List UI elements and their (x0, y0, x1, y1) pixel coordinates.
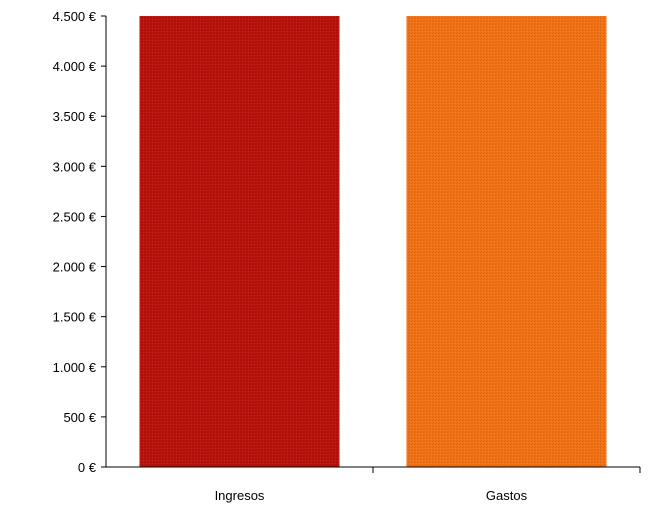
y-tick-label: 2.500 € (53, 209, 97, 224)
y-tick-label: 2.000 € (53, 260, 97, 275)
bar-texture (406, 16, 607, 467)
bar-texture (139, 16, 340, 467)
y-tick-label: 1.000 € (53, 360, 97, 375)
x-tick-label: Ingresos (215, 488, 265, 503)
y-tick-label: 4.500 € (53, 9, 97, 24)
y-tick-label: 500 € (63, 410, 96, 425)
x-tick-label: Gastos (486, 488, 528, 503)
y-tick-label: 1.500 € (53, 310, 97, 325)
y-tick-label: 0 € (78, 460, 97, 475)
y-tick-label: 3.000 € (53, 159, 97, 174)
y-tick-label: 4.000 € (53, 59, 97, 74)
y-tick-label: 3.500 € (53, 109, 97, 124)
y-ticks: 0 € 500 € 1.000 € 1.500 € 2.000 € 2.500 € 3.00… (53, 9, 106, 475)
x-ticks: Ingresos Gastos (215, 467, 641, 503)
bars-layer (139, 16, 607, 467)
